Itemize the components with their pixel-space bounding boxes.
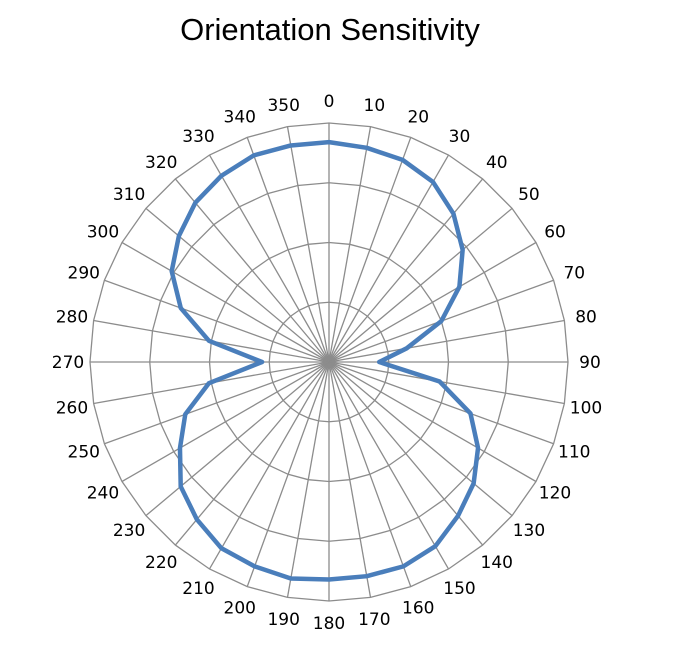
spoke-line bbox=[328, 361, 412, 587]
angle-tick-label: 90 bbox=[579, 353, 601, 373]
spoke-line bbox=[328, 361, 450, 570]
spoke-line bbox=[104, 279, 330, 363]
spoke-line bbox=[145, 361, 330, 517]
spoke-line bbox=[208, 361, 330, 570]
spoke-line bbox=[286, 126, 330, 363]
angle-tick-label: 240 bbox=[87, 484, 119, 504]
spoke-line bbox=[246, 137, 330, 363]
angle-tick-label: 350 bbox=[267, 96, 299, 116]
spoke-line bbox=[328, 319, 565, 363]
angle-tick-label: 190 bbox=[267, 610, 299, 630]
spoke-line bbox=[174, 361, 330, 546]
spoke-line bbox=[328, 154, 450, 363]
angle-tick-label: 340 bbox=[224, 108, 256, 128]
spoke-line bbox=[328, 361, 537, 483]
angle-tick-label: 50 bbox=[518, 185, 540, 205]
angle-tick-label: 100 bbox=[570, 398, 602, 418]
spoke-line bbox=[328, 361, 513, 517]
angle-tick-label: 290 bbox=[68, 264, 100, 284]
angle-tick-label: 60 bbox=[544, 223, 566, 243]
spoke-line bbox=[328, 137, 412, 363]
spoke-line bbox=[121, 241, 330, 363]
spoke-line bbox=[121, 361, 330, 483]
angle-tick-label: 170 bbox=[358, 610, 390, 630]
spoke-line bbox=[328, 207, 513, 363]
angle-tick-label: 250 bbox=[68, 442, 100, 462]
angle-tick-label: 320 bbox=[145, 153, 177, 173]
spoke-line bbox=[104, 361, 330, 445]
spoke-line bbox=[328, 241, 537, 363]
angle-tick-label: 150 bbox=[443, 579, 475, 599]
angle-tick-label: 0 bbox=[324, 92, 335, 112]
angle-tick-label: 270 bbox=[52, 353, 84, 373]
spoke-line bbox=[145, 207, 330, 363]
spoke-line bbox=[328, 126, 372, 363]
spoke-line bbox=[174, 178, 330, 363]
angle-tick-label: 180 bbox=[313, 614, 345, 634]
spoke-line bbox=[328, 361, 554, 445]
angle-tick-label: 110 bbox=[558, 442, 590, 462]
angle-tick-label: 230 bbox=[113, 521, 145, 541]
angle-tick-label: 210 bbox=[182, 579, 214, 599]
angle-tick-label: 120 bbox=[539, 484, 571, 504]
spoke-line bbox=[286, 361, 330, 598]
angle-tick-label: 30 bbox=[449, 127, 471, 147]
angle-tick-label: 70 bbox=[563, 264, 585, 284]
angle-tick-label: 300 bbox=[87, 223, 119, 243]
angle-tick-label: 280 bbox=[56, 308, 88, 328]
angle-tick-label: 130 bbox=[513, 521, 545, 541]
spoke-line bbox=[328, 361, 565, 405]
angle-tick-label: 80 bbox=[575, 308, 597, 328]
angle-tick-label: 40 bbox=[486, 153, 508, 173]
angle-tick-label: 220 bbox=[145, 553, 177, 573]
angle-tick-label: 10 bbox=[364, 96, 386, 116]
angle-tick-label: 200 bbox=[224, 598, 256, 618]
spoke-line bbox=[246, 361, 330, 587]
angle-tick-label: 330 bbox=[182, 127, 214, 147]
angle-tick-label: 20 bbox=[407, 108, 429, 128]
angle-tick-label: 310 bbox=[113, 185, 145, 205]
spoke-line bbox=[328, 361, 372, 598]
spoke-line bbox=[328, 178, 484, 363]
angle-tick-label: 160 bbox=[402, 598, 434, 618]
angle-tick-label: 140 bbox=[481, 553, 513, 573]
chart-title: Orientation Sensitivity bbox=[180, 12, 480, 47]
spoke-line bbox=[208, 154, 330, 363]
angle-tick-label: 260 bbox=[56, 398, 88, 418]
